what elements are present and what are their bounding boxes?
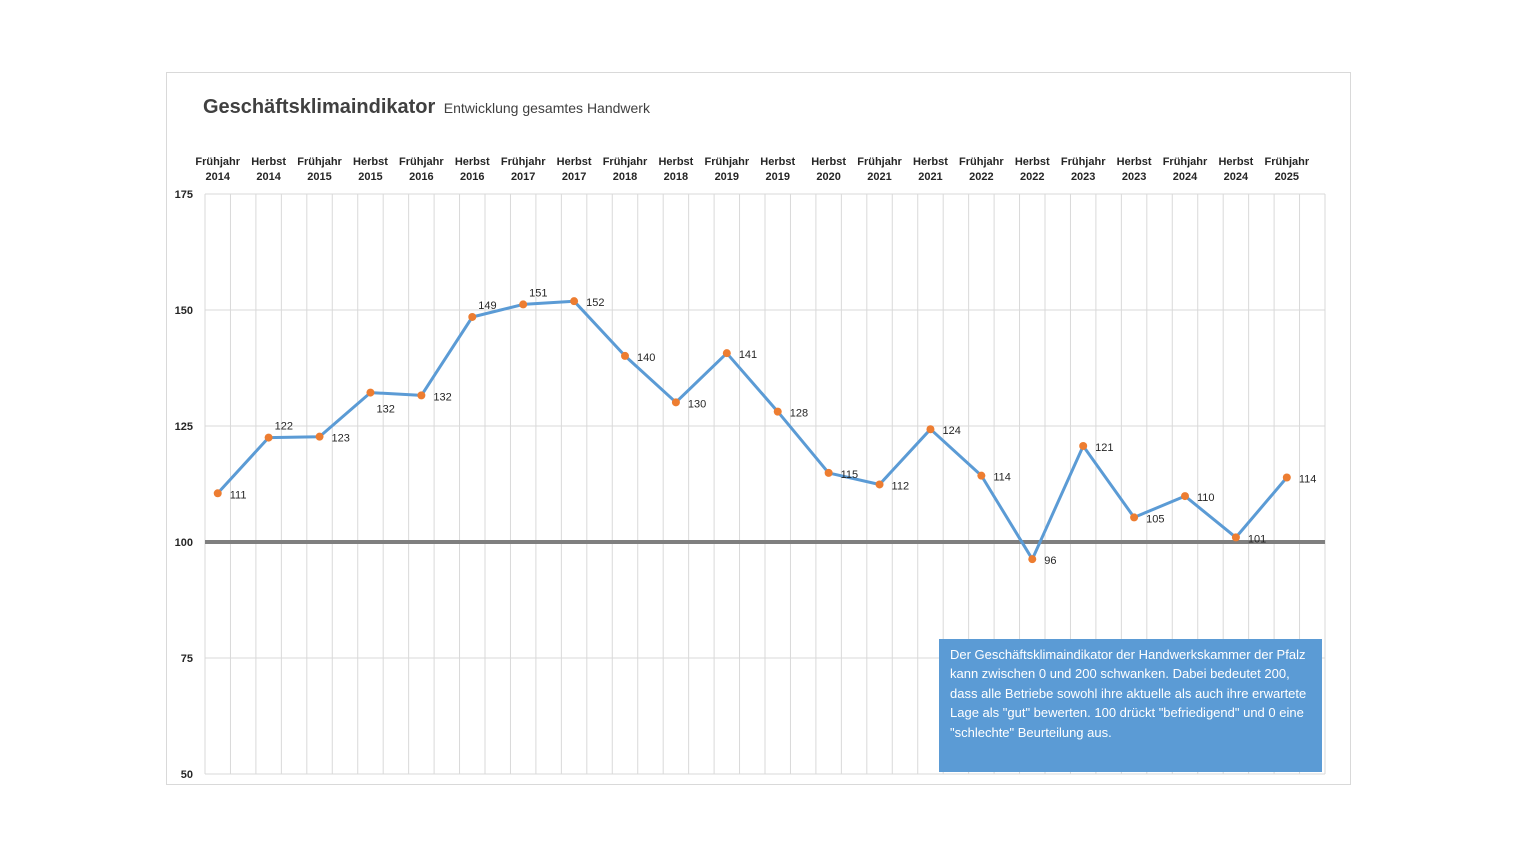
data-label: 132	[433, 391, 451, 403]
data-label: 121	[1095, 442, 1113, 454]
x-category-label: Frühjahr 2022	[959, 156, 1004, 183]
data-label: 124	[942, 425, 960, 437]
data-label: 114	[993, 472, 1011, 484]
x-category-label: Frühjahr 2019	[705, 156, 750, 183]
data-point	[1181, 492, 1189, 501]
y-tick-label: 100	[175, 537, 193, 549]
x-category-label: Herbst 2020	[811, 156, 846, 183]
data-point	[417, 391, 426, 400]
data-point	[773, 407, 782, 416]
data-point	[926, 425, 935, 434]
data-label: 115	[841, 469, 859, 481]
x-category-label: Frühjahr 2018	[603, 156, 648, 183]
x-category-label: Herbst 2023	[1117, 156, 1152, 183]
data-point	[977, 471, 986, 480]
data-point	[1079, 441, 1088, 450]
data-label: 132	[376, 404, 394, 416]
data-point	[875, 480, 884, 489]
data-label: 140	[637, 352, 655, 364]
data-point	[213, 489, 222, 498]
data-label: 111	[230, 489, 247, 501]
info-box: Der Geschäftsklimaindikator der Handwerk…	[939, 639, 1322, 772]
x-category-label: Frühjahr 2024	[1163, 156, 1208, 183]
data-point	[264, 433, 273, 442]
data-label: 105	[1146, 513, 1164, 525]
data-point	[570, 297, 579, 306]
x-category-label: Herbst 2015	[353, 156, 388, 183]
chart-title: Geschäftsklimaindikator	[203, 96, 436, 118]
x-category-label: Frühjahr 2025	[1265, 156, 1310, 183]
data-point	[1130, 513, 1139, 522]
data-label: 149	[478, 300, 496, 312]
x-category-label: Frühjahr 2023	[1061, 156, 1106, 183]
data-point	[1028, 555, 1037, 564]
data-point	[1282, 473, 1291, 482]
data-label: 151	[529, 287, 547, 299]
data-label: 152	[586, 297, 604, 309]
x-category-label: Herbst 2018	[658, 156, 693, 183]
x-category-label: Frühjahr 2015	[297, 156, 342, 183]
data-point	[824, 468, 833, 477]
x-category-label: Frühjahr 2016	[399, 156, 444, 183]
x-category-label: Herbst 2021	[913, 156, 948, 183]
data-label: 128	[790, 408, 808, 420]
y-tick-label: 175	[175, 189, 193, 201]
data-label: 110	[1197, 492, 1215, 504]
data-label: 123	[332, 433, 350, 445]
y-tick-label: 125	[175, 421, 193, 433]
info-text: Der Geschäftsklimaindikator der Handwerk…	[950, 647, 1307, 740]
data-point	[366, 388, 375, 397]
y-tick-label: 150	[175, 305, 193, 317]
chart-subtitle: Entwicklung gesamtes Handwerk	[443, 100, 650, 116]
data-label: 130	[688, 398, 706, 410]
y-tick-label: 75	[181, 653, 193, 665]
x-category-label: Herbst 2016	[455, 156, 490, 183]
x-category-label: Herbst 2024	[1218, 156, 1253, 183]
x-category-label: Frühjahr 2021	[857, 156, 902, 183]
data-point	[468, 312, 477, 321]
data-label: 122	[275, 421, 293, 433]
x-category-label: Herbst 2022	[1015, 156, 1050, 183]
x-category-label: Herbst 2017	[557, 156, 592, 183]
data-point	[722, 349, 731, 358]
data-point	[1231, 533, 1240, 542]
data-label: 141	[739, 349, 757, 361]
x-category-label: Herbst 2019	[760, 156, 795, 183]
data-point	[671, 398, 680, 407]
x-category-label: Frühjahr 2017	[501, 156, 546, 183]
x-category-label: Herbst 2014	[251, 156, 286, 183]
data-point	[315, 432, 324, 441]
data-label: 112	[892, 480, 910, 492]
x-category-label: Frühjahr 2014	[195, 156, 240, 183]
data-label: 114	[1299, 474, 1317, 486]
data-label: 96	[1044, 555, 1056, 567]
series-line	[216, 299, 1288, 561]
data-point	[621, 351, 629, 360]
data-point	[519, 300, 528, 309]
y-tick-label: 50	[181, 769, 193, 781]
chart-title-row: Geschäftsklimaindikator Entwicklung gesa…	[203, 96, 650, 119]
data-label: 101	[1248, 533, 1266, 545]
